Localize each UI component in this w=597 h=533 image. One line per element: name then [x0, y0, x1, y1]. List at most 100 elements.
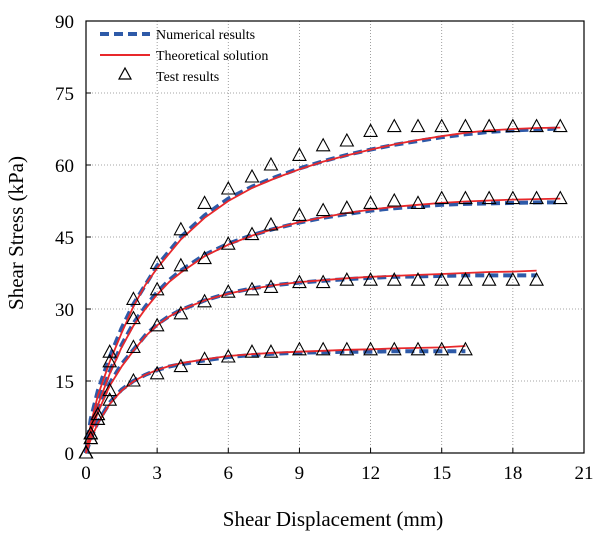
numerical-results-line-1 [84, 126, 561, 454]
test-result-point [220, 180, 236, 195]
test-result-point [410, 341, 426, 356]
x-tick-label: 9 [295, 463, 305, 484]
theoretical-solution-line-1 [85, 126, 561, 454]
series-layer [84, 126, 561, 454]
test-result-point [102, 382, 118, 397]
test-result-point [481, 272, 497, 286]
test-result-point [481, 190, 497, 205]
test-result-point [102, 392, 118, 406]
legend: Numerical results Theoretical solution T… [100, 28, 268, 85]
test-result-point [220, 284, 236, 298]
test-result-point [292, 207, 307, 221]
legend-numerical-label: Numerical results [156, 28, 255, 43]
x-tick-label: 3 [152, 463, 162, 484]
test-result-point [315, 274, 331, 289]
tick-labels: 0 3 6 9 12 15 18 21 0 15 30 45 60 75 90 [55, 12, 594, 484]
test-result-point [263, 344, 279, 358]
test-result-point [529, 190, 544, 205]
test-result-point [173, 221, 189, 236]
test-result-point [386, 118, 402, 133]
x-tick-label: 12 [361, 463, 380, 484]
test-result-point [126, 372, 141, 387]
test-result-point [505, 118, 521, 133]
test-result-point [263, 216, 279, 231]
test-result-point [244, 226, 260, 241]
test-result-point [126, 339, 141, 353]
y-tick-label: 15 [55, 372, 74, 393]
test-result-point [339, 132, 355, 147]
test-result-point [83, 430, 99, 445]
test-markers [78, 118, 568, 459]
legend-test-label: Test results [156, 70, 219, 85]
test-result-point [149, 281, 165, 296]
test-result-point [481, 118, 497, 133]
test-result-point [292, 147, 307, 161]
gridlines [86, 21, 584, 453]
test-result-point [315, 137, 331, 152]
test-result-point [220, 348, 236, 363]
test-result-point [90, 406, 106, 421]
test-result-point [78, 444, 94, 459]
test-result-point [505, 190, 521, 205]
x-tick-label: 15 [432, 463, 451, 484]
test-result-point [434, 341, 450, 356]
test-result-point [434, 118, 450, 133]
test-result-point [339, 341, 355, 356]
test-result-point [410, 195, 426, 209]
test-result-point [149, 317, 165, 332]
test-result-point [102, 344, 118, 358]
x-tick-label: 6 [224, 463, 234, 484]
test-result-point [529, 118, 544, 133]
test-result-point [386, 192, 402, 207]
test-result-point [220, 236, 236, 250]
test-result-point [363, 123, 378, 137]
test-result-point [244, 168, 260, 183]
test-result-point [458, 341, 473, 356]
x-axis-title: Shear Displacement (mm) [223, 507, 443, 531]
y-tick-label: 90 [55, 12, 74, 33]
test-result-point [244, 344, 260, 358]
test-result-point [458, 190, 473, 205]
test-result-point [292, 274, 307, 289]
test-result-point [126, 310, 141, 325]
test-result-point [363, 341, 378, 356]
test-result-point [552, 118, 568, 133]
test-result-point [263, 156, 279, 171]
test-result-point [529, 272, 544, 286]
y-tick-label: 45 [55, 228, 74, 249]
test-result-point [173, 257, 189, 272]
test-result-point [363, 195, 378, 209]
test-result-point [197, 351, 212, 365]
x-tick-label: 21 [575, 463, 594, 484]
test-result-point [173, 358, 189, 373]
test-result-point [315, 341, 331, 356]
test-result-point [197, 293, 212, 308]
test-result-point [244, 281, 260, 296]
y-tick-label: 75 [55, 84, 74, 105]
test-result-point [434, 190, 450, 205]
legend-test-marker [117, 66, 133, 80]
test-result-point [363, 272, 378, 286]
numerical-results-line-4 [84, 349, 466, 454]
test-result-point [552, 190, 568, 205]
test-result-point [149, 255, 165, 269]
test-result-point [126, 291, 141, 305]
test-result-point [410, 118, 426, 133]
test-result-point [386, 272, 402, 286]
y-tick-label: 0 [65, 444, 75, 465]
y-axis-title: Shear Stress (kPa) [4, 156, 28, 310]
y-tick-label: 30 [55, 300, 74, 321]
test-result-point [339, 272, 355, 286]
test-result-point [173, 305, 189, 320]
y-tick-label: 60 [55, 156, 74, 177]
test-result-point [263, 279, 279, 293]
test-result-point [458, 272, 473, 286]
test-result-point [458, 118, 473, 133]
x-tick-label: 0 [81, 463, 91, 484]
test-result-point [292, 341, 307, 356]
test-result-point [197, 195, 212, 209]
test-result-point [90, 411, 106, 425]
test-result-point [315, 202, 331, 217]
test-result-point [386, 341, 402, 356]
